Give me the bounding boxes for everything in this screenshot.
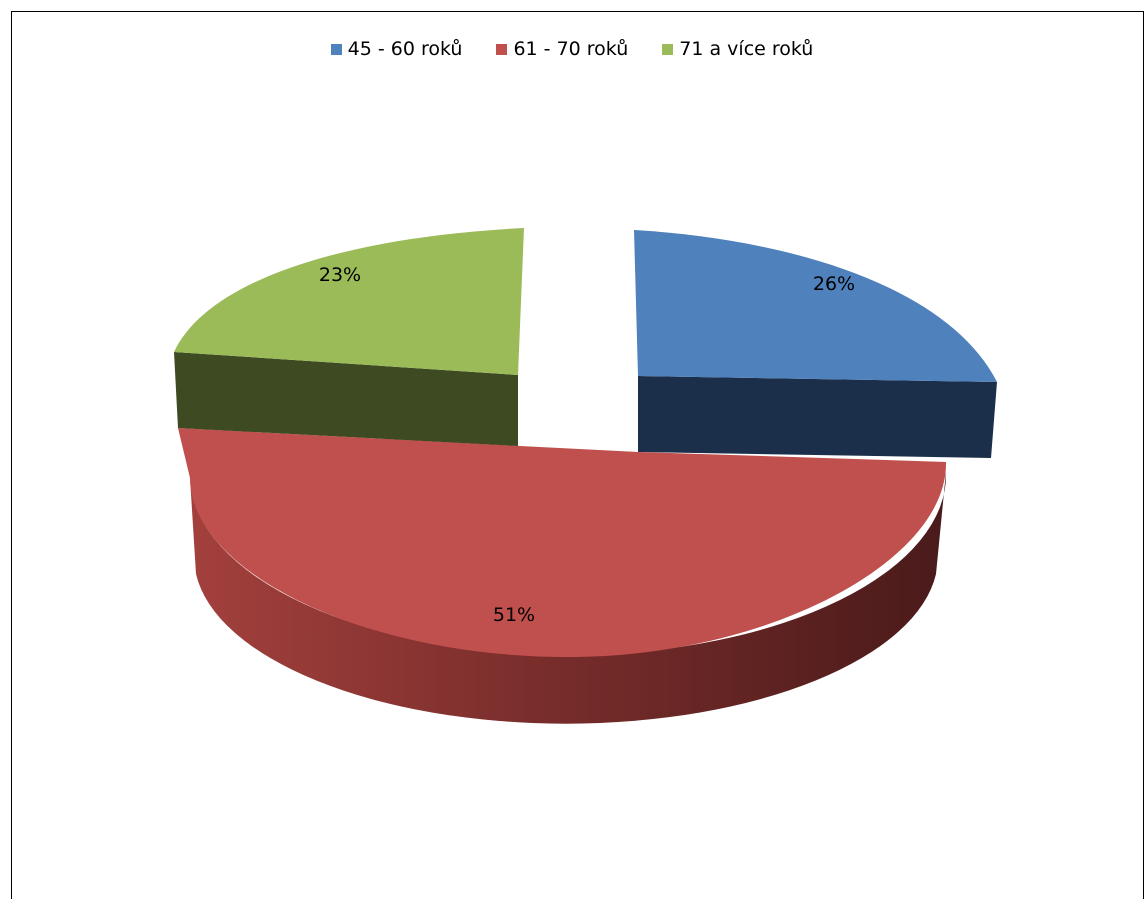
slice-45-60-side	[638, 376, 997, 458]
legend-label: 61 - 70 roků	[513, 38, 629, 60]
slice-71-plus	[174, 228, 524, 446]
legend-swatch-green	[662, 43, 674, 55]
legend-label: 45 - 60 roků	[347, 38, 463, 60]
legend-swatch-blue	[330, 43, 342, 55]
slice-45-60	[634, 230, 997, 458]
legend-swatch-red	[496, 43, 508, 55]
slice-71-plus-side	[174, 352, 518, 446]
slice-45-60-top	[634, 230, 997, 382]
slice-61-70-top	[178, 428, 947, 657]
legend-item-61-70: 61 - 70 roků	[496, 38, 628, 60]
legend-item-71-plus: 71 a více roků	[662, 38, 813, 60]
legend-label: 71 a více roků	[679, 38, 814, 60]
slice-71-plus-top	[174, 228, 524, 375]
data-label-61-70: 51%	[493, 604, 535, 626]
data-label-45-60: 26%	[813, 273, 855, 295]
legend: 45 - 60 roků 61 - 70 roků 71 a více roků	[0, 38, 1144, 60]
legend-item-45-60: 45 - 60 roků	[330, 38, 463, 60]
slice-61-70-side	[190, 472, 947, 724]
data-label-71-plus: 23%	[319, 264, 361, 286]
slice-61-70	[178, 428, 947, 724]
